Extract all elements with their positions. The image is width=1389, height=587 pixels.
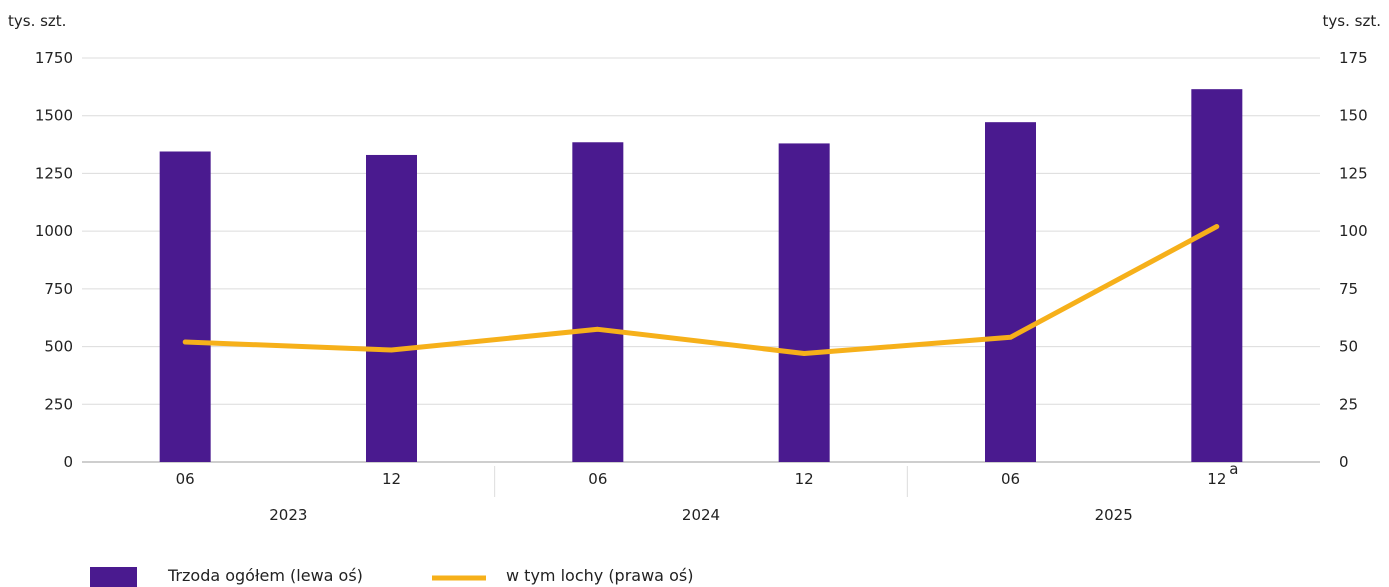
gridlines	[82, 57, 1320, 463]
bar	[1191, 89, 1243, 462]
series-line	[182, 224, 1220, 356]
left-tick-label: 1000	[35, 222, 73, 240]
year-labels: 2023 2024 2025	[269, 466, 1133, 524]
x-tick-label: 12	[382, 470, 401, 488]
left-axis-unit: tys. szt.	[8, 12, 66, 30]
left-tick-label: 500	[44, 338, 73, 356]
right-tick-label: 50	[1339, 338, 1358, 356]
legend-bar-label: Trzoda ogółem (lewa oś)	[167, 566, 363, 585]
legend-bar-swatch	[90, 567, 137, 587]
x-tick-label: 06	[588, 470, 607, 488]
right-tick-label: 75	[1339, 280, 1358, 298]
x-tick-label: 06	[176, 470, 195, 488]
line-series	[182, 224, 1220, 356]
x-tick-label: 06	[1001, 470, 1020, 488]
right-tick-label: 125	[1339, 164, 1368, 182]
year-label: 2025	[1095, 506, 1133, 524]
year-label: 2023	[269, 506, 307, 524]
right-tick-label: 25	[1339, 395, 1358, 413]
left-tick-label: 1750	[35, 49, 73, 67]
x-tick-label: 12	[795, 470, 814, 488]
left-tick-label: 1500	[35, 107, 73, 125]
year-label: 2024	[682, 506, 720, 524]
right-tick-label: 175	[1339, 49, 1368, 67]
right-axis-unit: tys. szt.	[1323, 12, 1381, 30]
legend: Trzoda ogółem (lewa oś) w tym lochy (pra…	[90, 566, 693, 587]
right-tick-label: 150	[1339, 107, 1368, 125]
left-tick-label: 250	[44, 395, 73, 413]
x-tick-label: 12	[1207, 470, 1226, 488]
bar	[572, 142, 624, 462]
bar-series	[159, 89, 1243, 463]
left-tick-label: 1250	[35, 164, 73, 182]
bar	[159, 151, 211, 463]
bar	[366, 154, 417, 462]
right-tick-label: 100	[1339, 222, 1368, 240]
left-tick-label: 0	[63, 453, 73, 471]
right-axis-ticks: 0 25 50 75 100 125 150 175	[1339, 49, 1368, 471]
left-axis-ticks: 0 250 500 750 1000 1250 1500 1750	[35, 49, 73, 471]
right-tick-label: 0	[1339, 453, 1349, 471]
legend-line-label: w tym lochy (prawa oś)	[506, 566, 693, 585]
left-tick-label: 750	[44, 280, 73, 298]
bar	[985, 122, 1036, 462]
x-axis-ticks: 06 12 06 12 06 12a	[176, 460, 1239, 488]
x-tick-superscript: a	[1229, 460, 1238, 478]
bar	[778, 143, 830, 462]
